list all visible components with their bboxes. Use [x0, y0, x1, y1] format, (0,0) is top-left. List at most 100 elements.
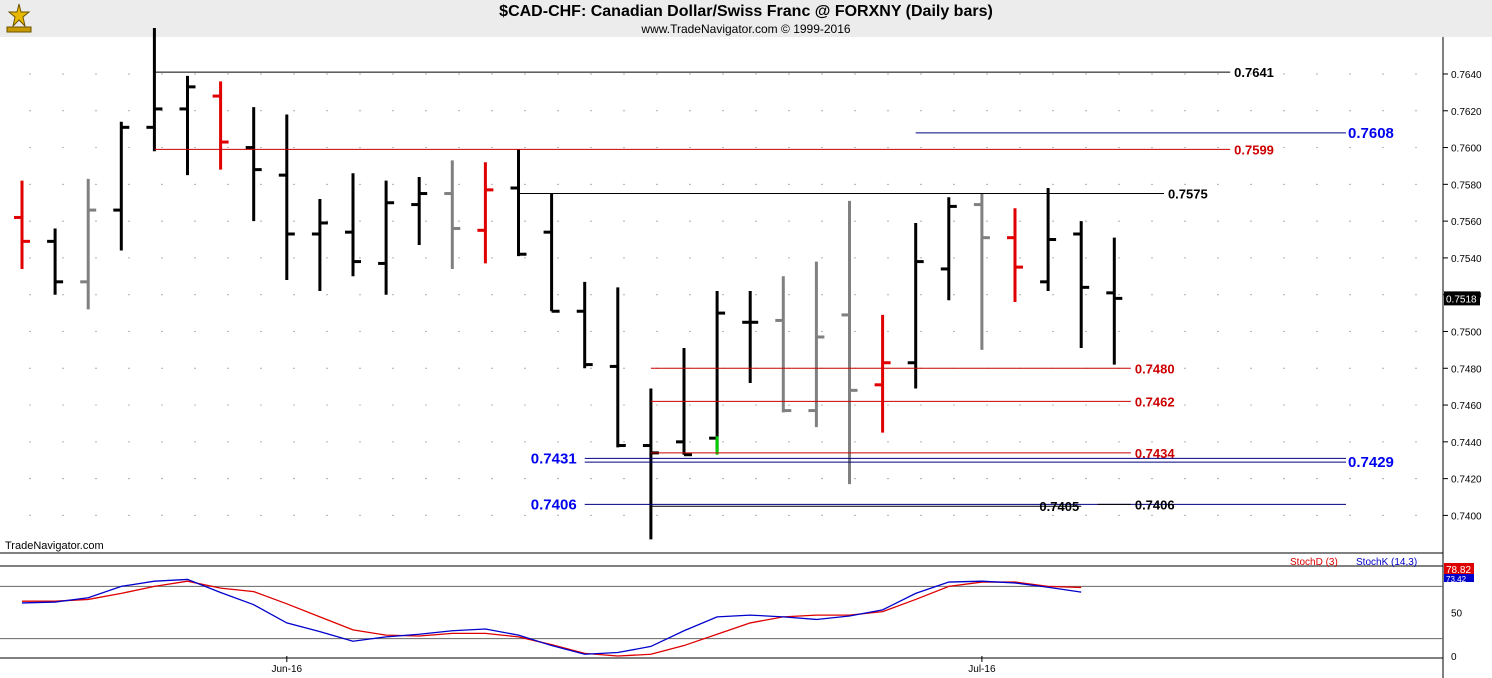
grid-dot: [1118, 183, 1120, 185]
grid-dot: [293, 73, 295, 75]
grid-dot: [1382, 330, 1384, 333]
grid-dot: [1250, 146, 1252, 149]
grid-dot: [854, 73, 856, 75]
grid-dot: [425, 404, 427, 406]
grid-dot: [359, 146, 361, 149]
grid-dot: [788, 257, 790, 259]
grid-dot: [590, 110, 592, 112]
grid-dot: [953, 514, 955, 517]
grid-dot: [293, 146, 295, 149]
ohlc-bar: [311, 199, 328, 292]
grid-dot: [656, 514, 658, 517]
grid-dot: [788, 514, 790, 517]
grid-dot: [887, 294, 889, 296]
grid-dot: [722, 146, 724, 149]
grid-dot: [425, 294, 427, 296]
grid-dot: [1217, 146, 1219, 149]
level-label: 0.7405: [1039, 499, 1079, 514]
grid-dot: [1382, 478, 1384, 480]
grid-dot: [557, 146, 559, 149]
grid-dot: [755, 441, 757, 443]
grid-dot: [95, 146, 97, 149]
grid-dot: [854, 441, 856, 443]
grid-dot: [1283, 367, 1285, 369]
grid-dot: [1283, 330, 1285, 333]
grid-dot: [689, 478, 691, 480]
grid-dot: [128, 146, 130, 149]
grid-dot: [1349, 110, 1351, 112]
grid-dot: [788, 441, 790, 443]
grid-dot: [1316, 146, 1318, 149]
grid-dot: [953, 183, 955, 185]
grid-dot: [1316, 514, 1318, 517]
grid-dot: [1217, 73, 1219, 75]
level-label: 0.7599: [1234, 142, 1274, 157]
grid-dot: [1382, 220, 1384, 222]
date-tick-label: Jun-16: [272, 664, 303, 675]
grid-dot: [1217, 514, 1219, 517]
grid-dot: [359, 183, 361, 185]
grid-dot: [1052, 73, 1054, 75]
grid-dot: [1415, 110, 1417, 112]
grid-dot: [920, 110, 922, 112]
grid-dot: [227, 146, 229, 149]
price-tick-label: 0.7500: [1451, 327, 1482, 338]
grid-dot: [722, 257, 724, 259]
grid-dot: [425, 257, 427, 259]
grid-dot: [260, 441, 262, 443]
grid-dot: [887, 220, 889, 222]
grid-dot: [656, 73, 658, 75]
grid-dot: [590, 478, 592, 480]
grid-dot: [1085, 441, 1087, 443]
grid-dot: [359, 294, 361, 296]
grid-dot: [854, 110, 856, 112]
grid-dot: [722, 183, 724, 185]
ohlc-bar: [742, 291, 759, 383]
grid-dot: [1184, 478, 1186, 480]
grid-dot: [590, 220, 592, 222]
grid-dot: [161, 110, 163, 112]
grid-dot: [821, 183, 823, 185]
level-label: 0.7462: [1135, 394, 1175, 409]
grid-dot: [458, 294, 460, 296]
grid-dot: [623, 514, 625, 517]
grid-dot: [755, 294, 757, 296]
grid-dot: [491, 367, 493, 369]
grid-dot: [1283, 183, 1285, 185]
grid-dot: [1085, 220, 1087, 222]
stochd-value-box: [1444, 563, 1474, 575]
grid-dot: [392, 330, 394, 333]
grid-dot: [722, 404, 724, 406]
grid-dot: [62, 330, 64, 333]
grid-dot: [1085, 146, 1087, 149]
grid-dot: [29, 183, 31, 185]
grid-dot: [1085, 404, 1087, 406]
grid-dot: [1316, 183, 1318, 185]
grid-dot: [1382, 367, 1384, 369]
grid-dot: [194, 441, 196, 443]
grid-dot: [590, 146, 592, 149]
grid-dot: [194, 220, 196, 222]
stochk-value: 73.42: [1446, 575, 1467, 584]
grid-dot: [326, 73, 328, 75]
grid-dot: [1283, 478, 1285, 480]
ohlc-bar: [907, 222, 924, 389]
grid-dot: [227, 110, 229, 112]
stoch-line: [21, 578, 1082, 655]
grid-dot: [1118, 441, 1120, 443]
grid-dot: [1382, 441, 1384, 443]
grid-dot: [1151, 367, 1153, 369]
grid-dot: [557, 110, 559, 112]
grid-dot: [689, 294, 691, 296]
grid-dot: [1184, 220, 1186, 222]
grid-dot: [821, 514, 823, 517]
grid-dot: [1184, 514, 1186, 517]
grid-dot: [623, 330, 625, 333]
price-tick-label: 0.7580: [1451, 180, 1482, 191]
grid-dot: [227, 441, 229, 443]
price-tick-label: 0.7460: [1451, 401, 1482, 412]
grid-dot: [1283, 257, 1285, 259]
grid-dot: [359, 257, 361, 259]
ohlc-bar: [411, 176, 428, 246]
grid-dot: [95, 478, 97, 480]
